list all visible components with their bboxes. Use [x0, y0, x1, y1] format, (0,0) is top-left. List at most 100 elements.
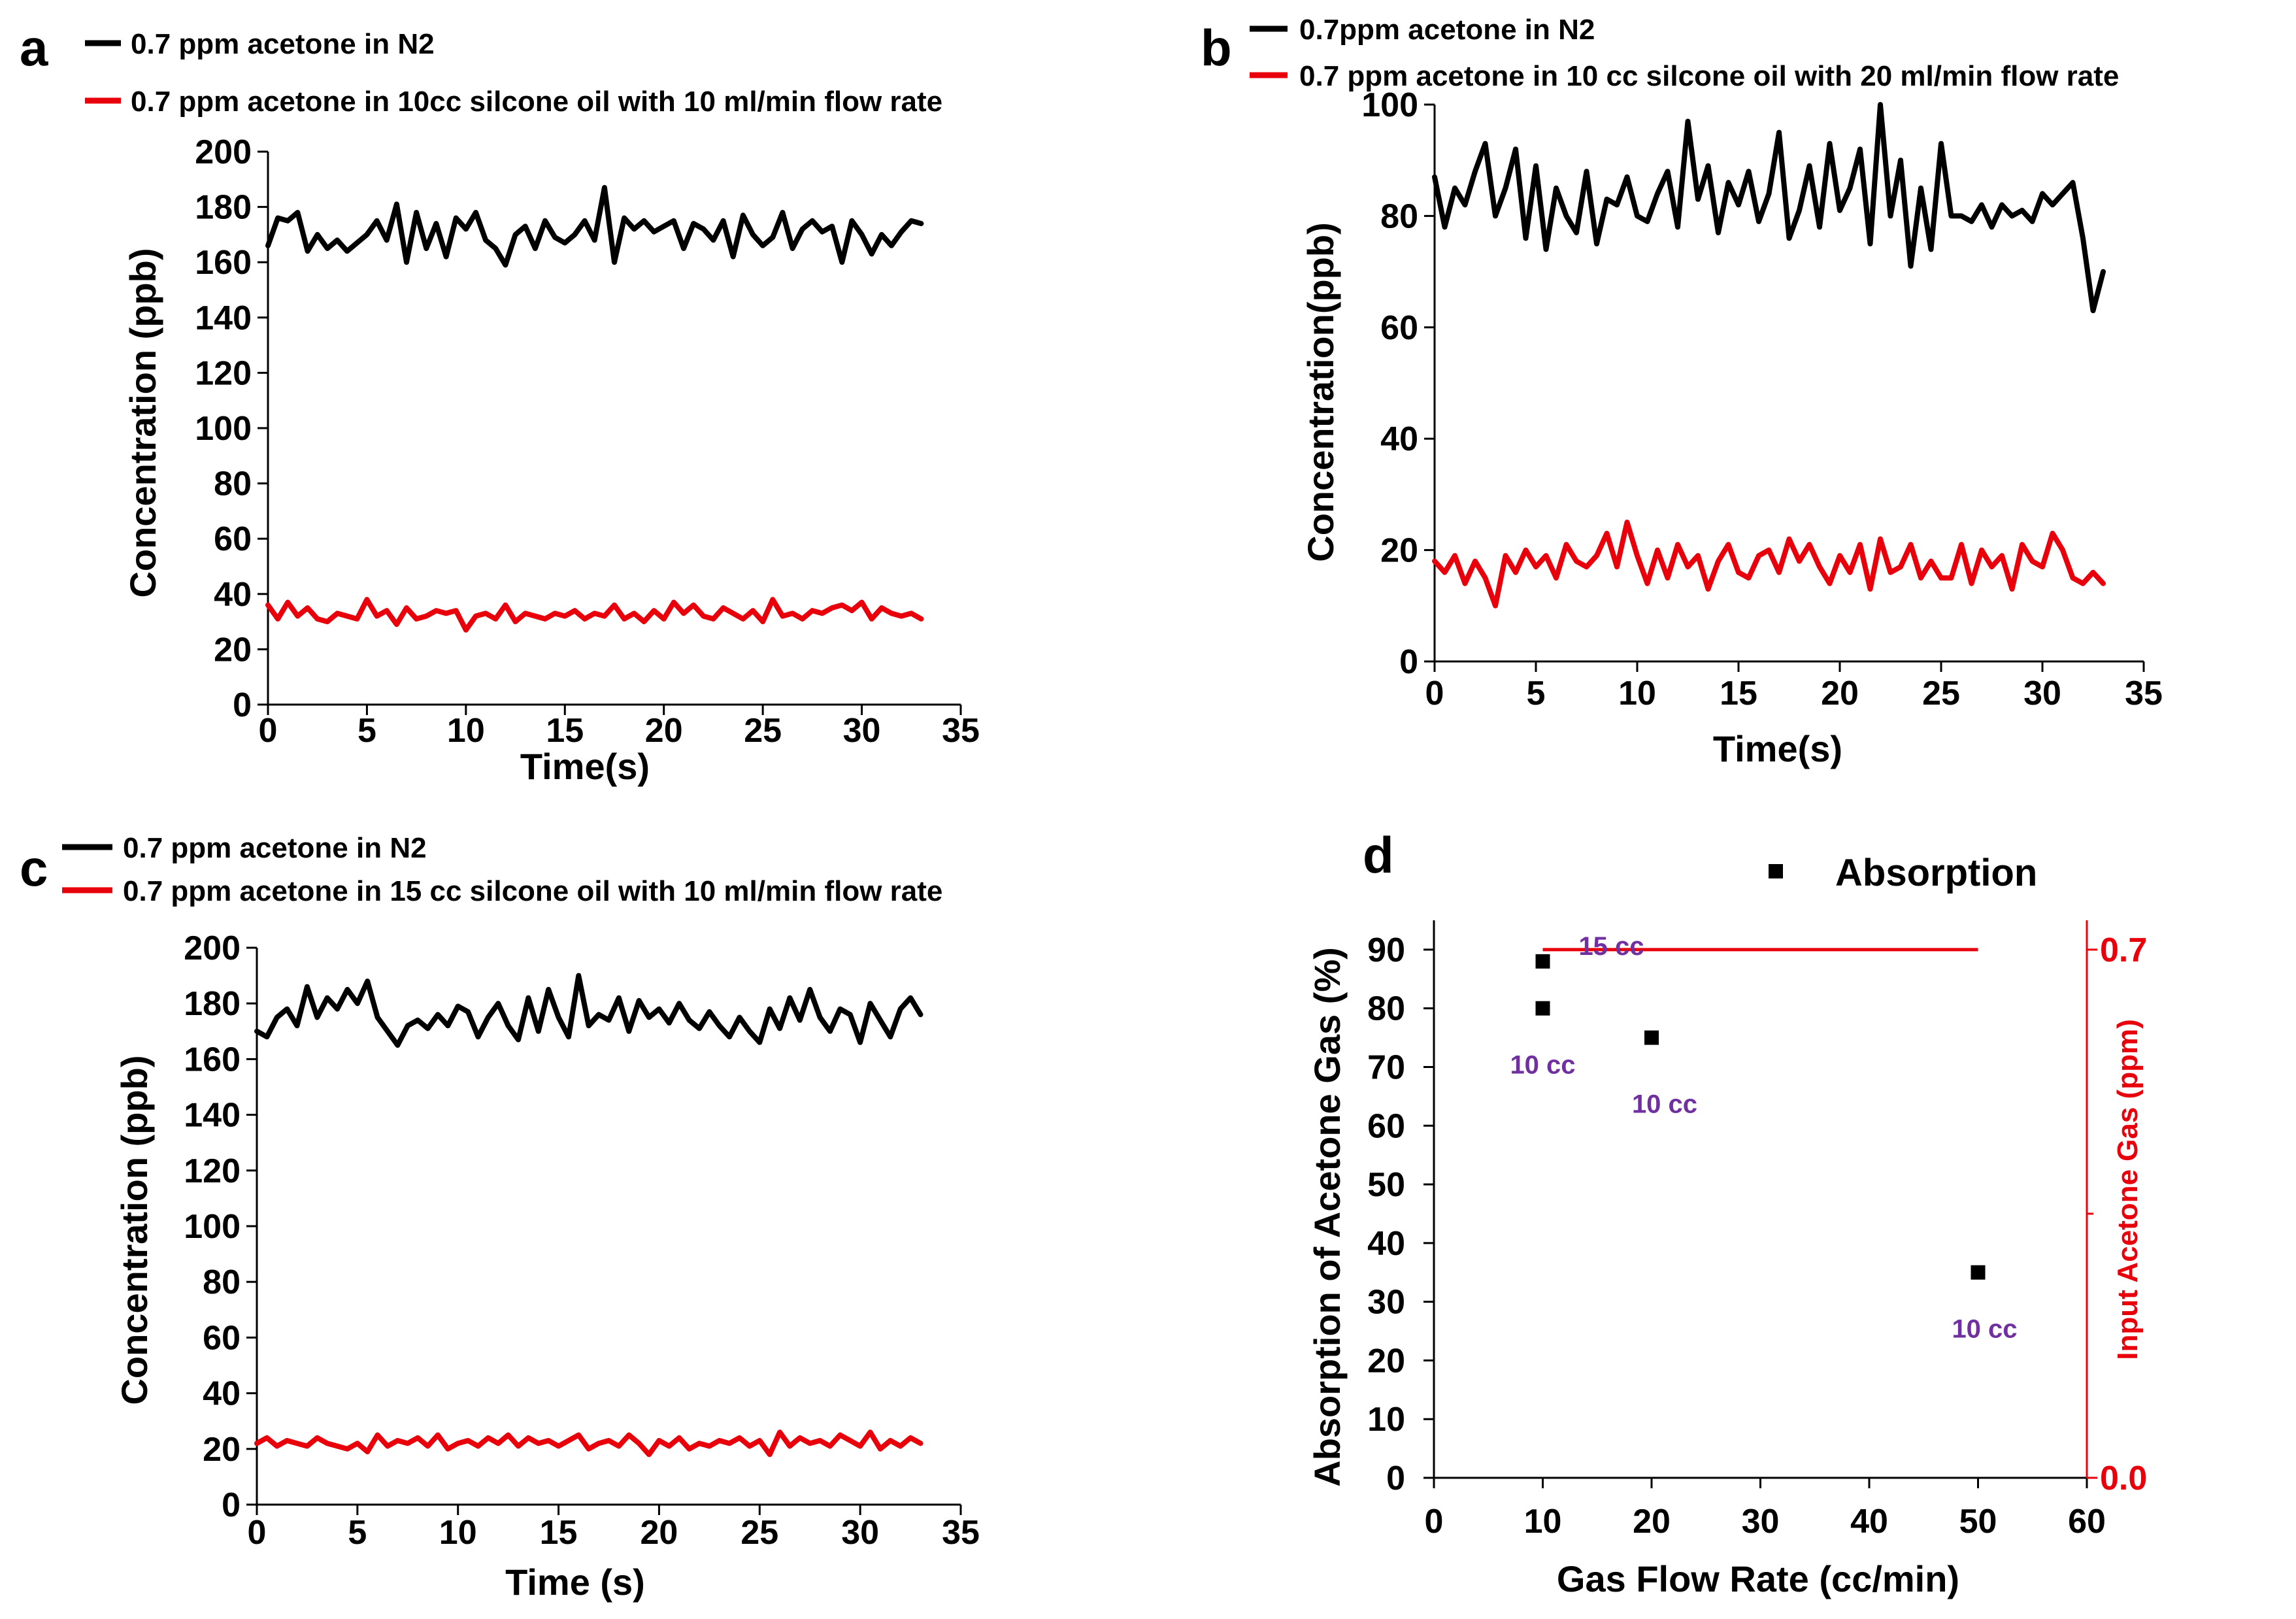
series-line: [1432, 520, 2106, 609]
panel-label: d: [1363, 826, 1394, 884]
panel-d: d Absorption 0 10 20 30 40 50 60 0 10 20 30 40 50 60 7…: [1306, 826, 2147, 1599]
series-line: [254, 1429, 923, 1458]
y-tick-label: 160: [195, 244, 252, 282]
y-tick-label: 80: [1380, 197, 1418, 235]
y-tick-label: 180: [184, 985, 241, 1023]
y-tick-label: 200: [184, 929, 241, 967]
y-tick-label: 0: [222, 1486, 241, 1524]
y-tick-label: 200: [195, 133, 252, 171]
legend-label: 0.7 ppm acetone in N2: [123, 832, 427, 864]
x-tick-label: 20: [641, 1514, 678, 1552]
y-tick-label: 30: [1367, 1284, 1405, 1322]
x-tick-label: 20: [645, 712, 683, 750]
axes: 0 5 10 15 20 25 30 35 0 20 40 60 80 100: [1361, 86, 2163, 712]
y-tick-label: 140: [184, 1097, 241, 1135]
x-tick-label: 20: [1633, 1503, 1671, 1541]
x-tick-label: 30: [843, 712, 881, 750]
axes: 0 5 10 15 20 25 30 35 0 20 40 60 80 100 120 140 160 180 20…: [195, 133, 980, 750]
x-tick-label: 60: [2068, 1503, 2106, 1541]
right-tick-label: 0.7: [2100, 931, 2147, 969]
point-annotation: 10 cc: [1952, 1315, 2017, 1344]
panel-label: c: [20, 839, 48, 897]
point-annotation: 10 cc: [1510, 1051, 1575, 1080]
legend-label: Absorption: [1835, 852, 2037, 894]
data-point: [1535, 954, 1550, 969]
data-point: [1971, 1265, 1986, 1280]
y-tick-label: 100: [195, 410, 252, 448]
y-axis-label: Concentration (ppb): [122, 248, 163, 597]
y-tick-label: 0: [1399, 643, 1418, 681]
y-tick-label: 80: [214, 465, 252, 503]
x-tick-label: 5: [358, 712, 376, 750]
x-tick-label: 10: [447, 712, 485, 750]
x-axis-label: Gas Flow Rate (cc/min): [1557, 1558, 1959, 1599]
x-tick-label: 15: [546, 712, 584, 750]
y-tick-label: 90: [1367, 931, 1405, 969]
x-tick-label: 25: [740, 1514, 778, 1552]
y-tick-label: 40: [1367, 1225, 1405, 1263]
y-tick-label: 60: [1380, 309, 1418, 347]
x-tick-label: 15: [1720, 675, 1757, 712]
y-tick-label: 120: [184, 1152, 241, 1190]
y-tick-label: 60: [1367, 1107, 1405, 1145]
x-axis-label: Time(s): [1713, 728, 1842, 769]
series-line: [265, 185, 924, 268]
legend-label: 0.7 ppm acetone in 10cc silcone oil with…: [131, 86, 942, 118]
y-axis-label: Absorption of Acetone Gas (%): [1306, 947, 1348, 1487]
y-tick-label: 10: [1367, 1401, 1405, 1439]
x-tick-label: 30: [1742, 1503, 1780, 1541]
panel-b: b 0.7ppm acetone in N2 0.7 ppm acetone i…: [1201, 14, 2163, 769]
y-tick-label: 20: [1367, 1342, 1405, 1380]
y-tick-label: 100: [1361, 86, 1418, 124]
x-tick-label: 35: [2125, 675, 2163, 712]
x-tick-label: 0: [248, 1514, 267, 1552]
legend-marker-absorption: [1769, 864, 1783, 878]
x-tick-label: 5: [1527, 675, 1546, 712]
point-annotation: 10 cc: [1632, 1090, 1697, 1119]
x-tick-label: 40: [1850, 1503, 1888, 1541]
panel-c: c 0.7 ppm acetone in N2 0.7 ppm acetone …: [20, 832, 980, 1603]
x-tick-label: 0: [1425, 1503, 1444, 1541]
y-tick-label: 0: [233, 686, 252, 724]
x-tick-label: 5: [348, 1514, 367, 1552]
y-tick-label: 160: [184, 1041, 241, 1078]
y-tick-label: 100: [184, 1208, 241, 1246]
x-tick-label: 35: [942, 712, 980, 750]
axes: 0 10 20 30 40 50 60 0 10 20 30 40 50 60 70 80 90 0.0 0.7: [1367, 920, 2147, 1541]
y-tick-label: 70: [1367, 1048, 1405, 1086]
point-annotation: 15 cc: [1578, 932, 1644, 961]
x-tick-label: 10: [1524, 1503, 1562, 1541]
x-tick-label: 15: [540, 1514, 578, 1552]
x-tick-label: 10: [439, 1514, 477, 1552]
y-tick-label: 140: [195, 299, 252, 337]
x-tick-label: 0: [259, 712, 278, 750]
x-axis-label: Time(s): [520, 746, 650, 787]
right-axis-label: Input Acetone Gas (ppm): [2112, 1019, 2144, 1360]
y-tick-label: 20: [214, 631, 252, 669]
y-tick-label: 180: [195, 189, 252, 227]
y-tick-label: 80: [1367, 990, 1405, 1028]
y-tick-label: 0: [1386, 1460, 1405, 1497]
x-axis-label: Time (s): [505, 1561, 645, 1603]
y-tick-label: 50: [1367, 1166, 1405, 1204]
x-tick-label: 35: [942, 1514, 980, 1552]
x-tick-label: 50: [1959, 1503, 1997, 1541]
axes: 0 5 10 15 20 25 30 35 0 20 40 60 80 100 120 140 160 180 20…: [184, 929, 980, 1552]
x-tick-label: 25: [744, 712, 782, 750]
x-tick-label: 25: [1922, 675, 1960, 712]
panel-label: b: [1201, 19, 1232, 76]
y-axis-label: Concentration (ppb): [114, 1055, 155, 1405]
legend-label: 0.7 ppm acetone in 15 cc silcone oil wit…: [123, 875, 942, 907]
y-axis-label: Concentration(ppb): [1300, 222, 1341, 561]
x-tick-label: 10: [1618, 675, 1656, 712]
panel-a: a 0.7 ppm acetone in N2 0.7 ppm acetone …: [20, 19, 980, 787]
panel-label: a: [20, 19, 48, 76]
data-point: [1535, 1001, 1550, 1016]
y-tick-label: 60: [214, 520, 252, 558]
legend-label: 0.7 ppm acetone in N2: [131, 28, 435, 60]
series-line: [265, 597, 924, 633]
x-tick-label: 30: [841, 1514, 879, 1552]
x-tick-label: 30: [2023, 675, 2061, 712]
y-tick-label: 20: [203, 1431, 241, 1469]
